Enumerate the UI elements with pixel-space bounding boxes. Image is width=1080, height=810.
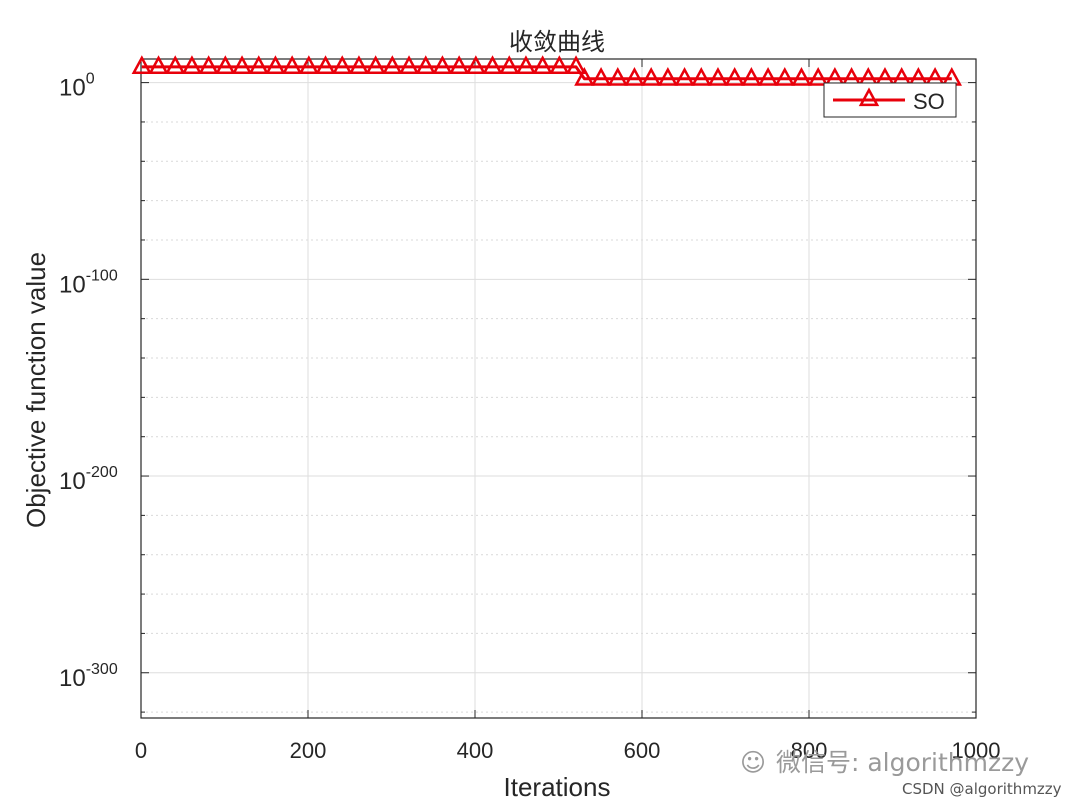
series-point xyxy=(131,55,153,74)
series-point xyxy=(640,67,662,86)
series-point xyxy=(590,67,612,86)
y-tick-label-exponent: 0 xyxy=(86,71,95,88)
series-point xyxy=(198,55,219,74)
y-axis-label: Objective function value xyxy=(21,252,51,528)
series-layer xyxy=(131,55,962,86)
y-tick-label-exponent: -300 xyxy=(86,661,118,678)
x-tick-label: 400 xyxy=(457,738,494,763)
y-tick-label-exponent: -100 xyxy=(86,267,118,284)
series-point xyxy=(691,67,712,86)
x-tick-labels: 0 200 400 600 800 1000 xyxy=(135,738,1001,763)
csdn-watermark-text: CSDN @algorithmzzy xyxy=(902,780,1062,798)
series-point xyxy=(415,55,436,74)
series-point xyxy=(549,55,570,74)
y-tick-label: 10-300 xyxy=(59,661,118,692)
series-point xyxy=(807,67,829,86)
series-point xyxy=(515,55,537,74)
series-point xyxy=(757,67,779,86)
x-tick-label: 1000 xyxy=(952,738,1001,763)
series-point xyxy=(724,67,745,86)
y-tick-label: 10-200 xyxy=(59,464,118,495)
csdn-watermark: CSDN @algorithmzzy xyxy=(902,780,1062,798)
y-tick-label-base: 10 xyxy=(59,665,86,692)
y-tick-label: 10-100 xyxy=(59,267,118,298)
series-point xyxy=(348,55,370,74)
x-tick-label: 800 xyxy=(791,738,828,763)
series-point xyxy=(231,55,253,74)
wechat-watermark: ☺ 微信号: algorithmzzy xyxy=(738,743,1029,779)
series-point xyxy=(315,55,336,74)
y-tick-label-exponent: -200 xyxy=(86,464,118,481)
series-point xyxy=(607,67,628,86)
x-axis-label: Iterations xyxy=(504,772,611,802)
series-point xyxy=(281,55,303,74)
series-point xyxy=(774,67,795,86)
series-point xyxy=(674,67,695,86)
y-tick-label-base: 10 xyxy=(59,271,86,298)
y-tick-label-base: 10 xyxy=(59,75,86,102)
legend-marker-so xyxy=(858,87,880,107)
series-point xyxy=(332,55,353,74)
series-point xyxy=(565,55,587,74)
series-point xyxy=(382,55,403,74)
series-point xyxy=(265,55,286,74)
x-tick-label: 200 xyxy=(290,738,327,763)
series-point xyxy=(248,55,269,74)
series-point xyxy=(165,55,186,74)
series-point xyxy=(181,55,203,74)
series-point xyxy=(448,55,470,74)
series-point xyxy=(707,67,729,86)
series-point xyxy=(398,55,420,74)
series-point xyxy=(532,55,553,74)
legend-label-so: SO xyxy=(913,89,945,114)
x-tick-label: 600 xyxy=(624,738,661,763)
series-point xyxy=(791,67,812,86)
series-point xyxy=(365,55,386,74)
series-point xyxy=(482,55,503,74)
wechat-watermark-text: 微信号: algorithmzzy xyxy=(775,748,1030,777)
y-tick-label-base: 10 xyxy=(59,468,86,495)
series-line-so xyxy=(141,65,952,81)
x-tick-label: 0 xyxy=(135,738,147,763)
y-tick-label: 100 xyxy=(59,71,95,102)
series-point xyxy=(741,67,762,86)
series-point xyxy=(465,55,487,74)
series-point xyxy=(657,67,679,86)
series-point xyxy=(432,55,453,74)
minor-grid xyxy=(141,121,976,713)
series-point xyxy=(298,55,320,74)
series-point xyxy=(148,55,169,74)
series-point xyxy=(624,67,645,86)
wechat-icon: ☺ xyxy=(739,748,767,777)
chart-title: 收敛曲线 xyxy=(509,29,605,56)
series-point xyxy=(215,55,236,74)
series-point xyxy=(574,67,595,86)
series-point xyxy=(499,55,520,74)
legend: SO xyxy=(823,82,957,118)
